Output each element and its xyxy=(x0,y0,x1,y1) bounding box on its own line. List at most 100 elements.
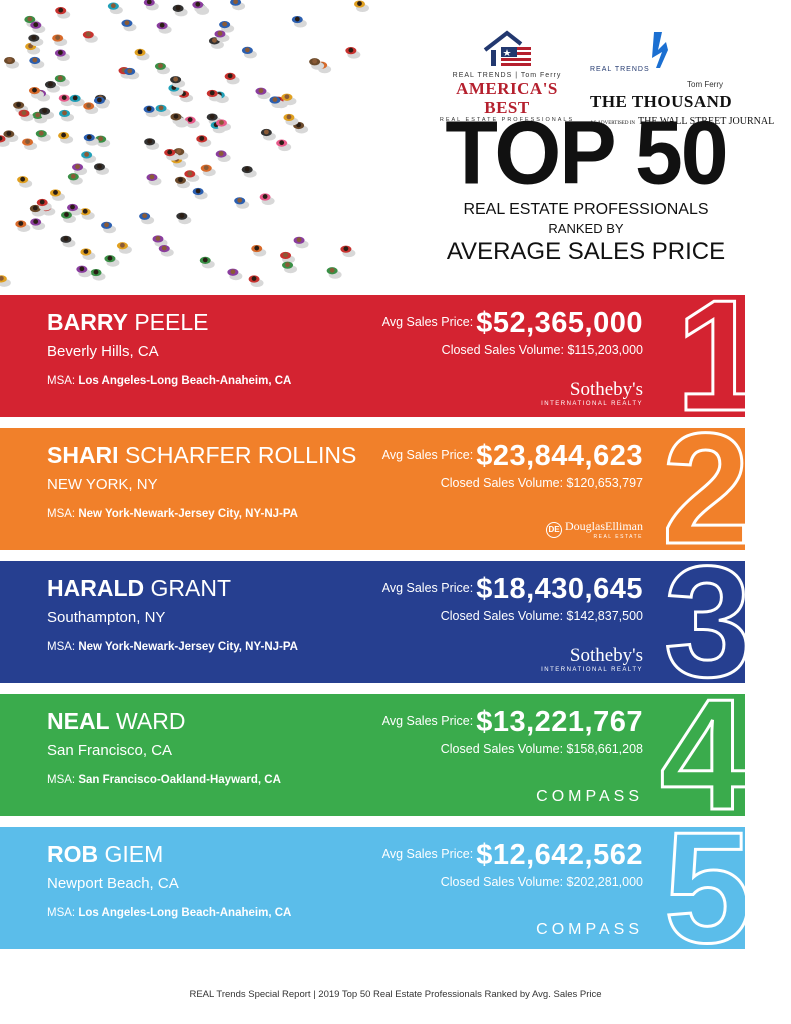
avg-sales-price: Avg Sales Price: $23,844,623 xyxy=(382,440,643,473)
rank-number-3: 3 xyxy=(663,534,754,710)
person-icon xyxy=(104,255,120,267)
person-icon xyxy=(29,204,45,217)
person-icon xyxy=(269,96,285,109)
person-icon xyxy=(30,218,46,231)
as-advertised-text: AS ADVERTISED IN xyxy=(590,121,635,126)
tomferry-text: Tom Ferry xyxy=(520,72,562,79)
volume-label: Closed Sales Volume: xyxy=(441,343,564,357)
person-icon xyxy=(353,0,369,13)
person-icon xyxy=(83,134,99,146)
person-icon xyxy=(69,94,85,107)
realtrends-text: REAL TRENDS xyxy=(452,72,513,79)
agent-location: NEW YORK, NY xyxy=(47,476,158,493)
person-icon xyxy=(248,275,264,288)
person-icon xyxy=(59,109,75,122)
person-icon xyxy=(156,22,172,34)
person-icon xyxy=(230,0,246,11)
person-icon xyxy=(234,197,250,209)
person-icon xyxy=(80,248,96,260)
person-icon xyxy=(340,245,356,258)
rank-card-3: HARALD GRANT Southampton, NY MSA: New Yo… xyxy=(0,561,745,683)
subtitle-line2: RANKED BY xyxy=(548,221,624,236)
person-icon xyxy=(55,7,71,19)
agent-first-name: ROB xyxy=(47,841,99,867)
agent-msa: MSA: Los Angeles-Long Beach-Anaheim, CA xyxy=(47,907,291,919)
person-icon xyxy=(139,212,155,225)
person-icon xyxy=(345,47,361,59)
avg-sales-price: Avg Sales Price: $18,430,645 xyxy=(382,573,643,606)
brokerage-logo: COMPASS xyxy=(536,921,643,939)
volume-value: $202,281,000 xyxy=(566,875,643,889)
avg-price-value: $52,365,000 xyxy=(476,307,643,339)
agent-last-name: GRANT xyxy=(150,575,232,601)
brokerage-logo: Sotheby's INTERNATIONAL REALTY xyxy=(541,379,643,407)
person-icon xyxy=(93,163,109,175)
avg-price-label: Avg Sales Price: xyxy=(381,581,474,595)
brokerage-logo: DE DouglasElliman REAL ESTATE xyxy=(546,519,643,540)
person-icon xyxy=(67,203,83,216)
rank-card-5: ROB GIEM Newport Beach, CA MSA: Los Ange… xyxy=(0,827,745,949)
agent-location: Beverly Hills, CA xyxy=(47,343,159,360)
person-icon xyxy=(259,193,275,206)
msa-label: MSA: xyxy=(47,641,76,653)
person-icon xyxy=(30,21,46,34)
agent-location: Newport Beach, CA xyxy=(47,875,179,892)
person-icon xyxy=(283,113,299,126)
person-icon xyxy=(95,135,111,148)
msa-label: MSA: xyxy=(47,508,76,520)
volume-value: $142,837,500 xyxy=(566,609,643,623)
person-icon xyxy=(124,67,140,80)
avg-sales-price: Avg Sales Price: $12,642,562 xyxy=(382,839,643,872)
brokerage-name: COMPASS xyxy=(536,788,643,805)
person-icon xyxy=(146,173,162,186)
person-icon xyxy=(4,56,20,69)
person-icon xyxy=(199,256,215,269)
agent-location: San Francisco, CA xyxy=(47,742,173,759)
person-icon xyxy=(60,211,76,224)
person-icon xyxy=(155,104,171,117)
agent-last-name: WARD xyxy=(116,708,186,734)
person-icon xyxy=(81,151,97,163)
person-icon xyxy=(107,2,123,15)
volume-label: Closed Sales Volume: xyxy=(440,875,564,889)
crowd-illustration xyxy=(0,0,369,288)
volume-label: Closed Sales Volume: xyxy=(440,609,564,623)
person-icon xyxy=(176,212,192,225)
brokerage-name: COMPASS xyxy=(536,921,643,938)
agent-last-name: GIEM xyxy=(104,841,164,867)
person-icon xyxy=(143,0,159,11)
person-icon xyxy=(154,62,170,75)
person-icon xyxy=(52,34,68,47)
person-icon xyxy=(184,170,200,182)
person-icon xyxy=(251,244,267,257)
agent-msa: MSA: New York-Newark-Jersey City, NY-NJ-… xyxy=(47,508,298,520)
person-icon xyxy=(214,30,230,42)
person-icon xyxy=(293,121,309,134)
person-icon xyxy=(227,268,243,281)
the-thousand-title: THE THOUSAND xyxy=(590,92,733,111)
americas-best-title: AMERICA'S BEST xyxy=(456,79,558,117)
msa-label: MSA: xyxy=(47,774,76,786)
agent-first-name: NEAL xyxy=(47,708,110,734)
volume-value: $120,653,797 xyxy=(566,476,643,490)
thousand-flag-icon xyxy=(652,32,668,68)
msa-label: MSA: xyxy=(47,375,76,387)
msa-value: Los Angeles-Long Beach-Anaheim, CA xyxy=(78,375,292,387)
agent-first-name: SHARI xyxy=(47,442,119,468)
person-icon xyxy=(282,261,298,274)
person-icon xyxy=(116,242,132,254)
person-icon xyxy=(17,176,33,188)
person-icon xyxy=(143,105,159,118)
person-icon xyxy=(49,189,65,201)
person-icon xyxy=(293,236,309,249)
person-icon xyxy=(241,165,257,178)
brokerage-sub: REAL ESTATE xyxy=(593,534,643,540)
person-icon xyxy=(152,235,168,247)
msa-label: MSA: xyxy=(47,907,76,919)
rank-number-1: 1 xyxy=(675,268,766,444)
brokerage-logo: COMPASS xyxy=(536,788,643,806)
person-icon xyxy=(67,173,83,185)
rank-card-4: NEAL WARD San Francisco, CA MSA: San Fra… xyxy=(0,694,745,816)
brokerage-name: DouglasElliman xyxy=(565,519,643,533)
msa-value: Los Angeles-Long Beach-Anaheim, CA xyxy=(78,907,292,919)
